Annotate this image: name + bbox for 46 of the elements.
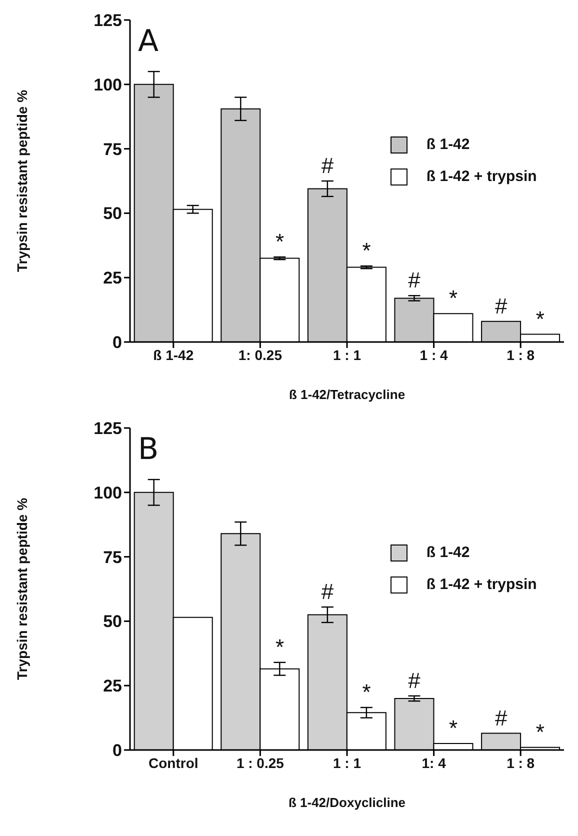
y-tick-label: 75 (103, 548, 122, 567)
x-tick-label: 1 : 8 (506, 754, 535, 771)
y-tick-label: 100 (94, 483, 122, 502)
legend-label: ß 1-42 (426, 544, 470, 562)
x-axis-title: ß 1-42/Doxyclicline (288, 795, 406, 810)
y-tick-label: 0 (112, 333, 122, 352)
y-axis-title: Trypsin resistant peptide % (14, 89, 30, 272)
x-axis-title: ß 1-42/Tetracycline (288, 387, 406, 402)
x-tick-label: 1 : 1 (332, 754, 362, 771)
y-tick-label: 25 (103, 268, 122, 288)
annotation: # (321, 153, 334, 178)
annotation: * (275, 228, 284, 254)
legend-label: ß 1-42 + trypsin (426, 168, 537, 186)
annotation: * (536, 306, 545, 332)
y-tick-label: 25 (103, 676, 122, 696)
y-tick-label: 100 (94, 75, 122, 94)
annotation: * (362, 238, 372, 264)
x-tick-label: 1 : 4 (420, 346, 448, 363)
annotation: # (494, 293, 508, 318)
annotation: * (362, 679, 372, 704)
annotation: # (408, 268, 422, 293)
y-tick-label: 125 (94, 11, 122, 30)
y-tick-label: 75 (103, 140, 122, 159)
annotation: * (536, 719, 545, 744)
y-tick-label: 50 (103, 204, 122, 224)
annotation: * (449, 716, 458, 741)
x-tick-label: ß 1-42 (153, 346, 194, 363)
legend-label: ß 1-42 + trypsin (426, 576, 537, 594)
annotation: A (138, 24, 159, 59)
x-tick-label: 1: 0.25 (238, 346, 282, 363)
y-tick-label: 0 (112, 741, 122, 760)
x-tick-label: Control (148, 754, 198, 771)
annotation: B (138, 432, 159, 467)
legend-label: ß 1-42 (426, 136, 470, 154)
annotation: # (494, 705, 508, 730)
y-axis-title: Trypsin resistant peptide % (14, 497, 30, 680)
annotation: * (449, 286, 458, 311)
x-tick-label: 1 : 8 (506, 346, 535, 363)
annotation: # (321, 579, 334, 604)
y-tick-label: 125 (94, 419, 122, 438)
annotation: * (275, 634, 284, 660)
annotation: # (408, 668, 422, 693)
x-tick-label: 1 : 1 (332, 346, 362, 363)
x-tick-label: 1 : 0.25 (236, 754, 284, 771)
x-tick-label: 1: 4 (422, 754, 446, 771)
y-tick-label: 50 (103, 612, 122, 632)
